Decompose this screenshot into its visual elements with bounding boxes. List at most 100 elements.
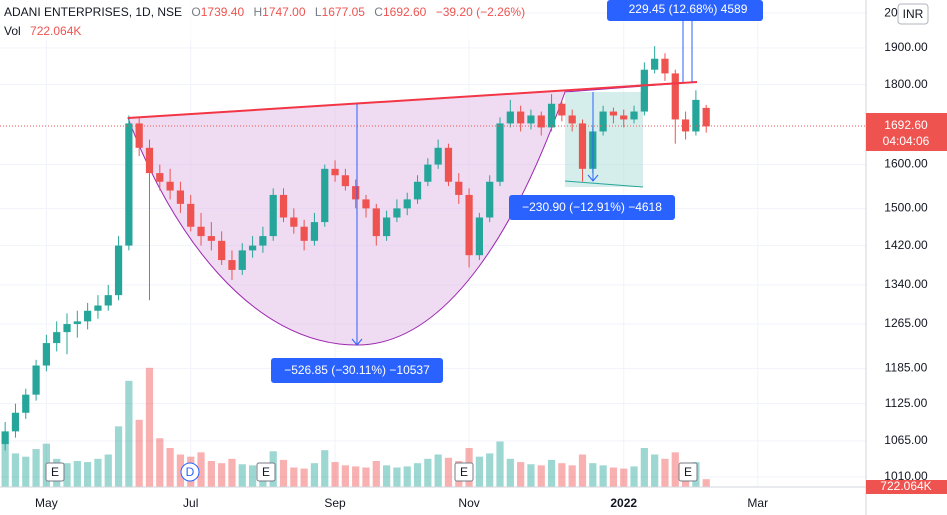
candle-body <box>11 412 20 432</box>
currency[interactable]: INR <box>903 7 924 21</box>
candle-body <box>413 181 422 200</box>
header: ADANI ENTERPRISES, 1D, NSE O1739.40 H174… <box>4 5 525 19</box>
annotation: −526.85 (−30.11%) −10537 <box>284 363 430 377</box>
candle-body <box>187 203 195 227</box>
volume-bar <box>599 465 607 487</box>
volume-bar <box>238 464 246 487</box>
candle-body <box>651 58 659 70</box>
candle-body <box>1 431 9 445</box>
annotation: −230.90 (−12.91%) −4618 <box>522 200 662 214</box>
countdown: 04:04:06 <box>883 134 930 148</box>
candle-body <box>279 194 288 218</box>
volume-bar <box>228 458 236 487</box>
measure-line <box>564 180 644 188</box>
volume-bar <box>300 468 308 487</box>
candles <box>1 46 710 451</box>
y-tick-label: 1900.00 <box>884 40 928 54</box>
candle-body <box>73 321 81 325</box>
candle-body <box>444 147 453 182</box>
candle-body <box>145 147 154 174</box>
candle-body <box>290 217 298 227</box>
candle-body <box>434 147 442 165</box>
vol-key: Vol <box>4 24 21 38</box>
volume-bar <box>279 459 288 487</box>
candle-body <box>609 111 618 116</box>
candle-body <box>671 73 679 120</box>
volume-bar <box>403 466 411 487</box>
volume-bar <box>145 367 154 487</box>
volume-bar <box>73 461 81 487</box>
y-tick-label: 1065.00 <box>884 433 928 447</box>
volume-bar <box>207 461 215 487</box>
header-bg <box>0 0 470 40</box>
candle-body <box>63 324 71 333</box>
x-tick-label: Jul <box>183 496 198 510</box>
volume-bar <box>568 465 576 487</box>
last-price: 1692.60 <box>884 118 928 132</box>
measure-box <box>565 92 643 187</box>
candle-body <box>259 236 267 246</box>
event-label: E <box>262 465 270 479</box>
volume-bar <box>135 419 143 487</box>
candle-body <box>547 103 556 128</box>
volume-bar <box>1 441 9 487</box>
volume-bar <box>475 456 484 487</box>
event-label: E <box>684 465 692 479</box>
volume-bar <box>506 458 514 487</box>
candle-body <box>424 164 432 182</box>
volume-bar <box>218 463 226 487</box>
candle-body <box>702 107 710 127</box>
candle-body <box>156 173 164 182</box>
volume-bar <box>620 468 628 487</box>
volume-bar <box>84 462 92 487</box>
change: −39.20 (−2.26%) <box>436 5 525 19</box>
volume-pane <box>1 367 710 487</box>
x-tick-label: May <box>35 496 58 510</box>
candle-body <box>176 190 185 204</box>
candle-body <box>599 111 607 132</box>
volume-bar <box>362 467 370 487</box>
last-volume-badge <box>866 480 947 494</box>
candle-body <box>630 111 638 120</box>
volume-bar <box>434 454 442 487</box>
event-markers: E D E E E <box>45 462 698 482</box>
volume-bar <box>331 462 339 487</box>
volume-bar <box>609 467 618 487</box>
ohlc-value: 1747.00 <box>262 5 306 19</box>
candle-body <box>310 222 319 241</box>
ohlc-key: O <box>191 5 200 19</box>
currency-box[interactable] <box>897 3 929 25</box>
event-marker <box>180 462 200 482</box>
volume-bar <box>444 457 453 487</box>
volume-bar <box>352 466 360 487</box>
candle-body <box>661 58 669 74</box>
volume-bar <box>517 462 525 487</box>
volume-bar <box>589 463 597 487</box>
candle-body <box>53 332 61 344</box>
candle-body <box>640 69 648 112</box>
volume-bar <box>32 449 40 487</box>
candle-body <box>269 194 277 237</box>
event-marker <box>256 462 276 482</box>
candle-body <box>486 181 494 218</box>
candle-body <box>620 115 628 120</box>
candle-body <box>558 103 566 116</box>
ohlc-key: L <box>315 5 322 19</box>
resistance-line <box>127 81 698 119</box>
volume-bar <box>94 458 102 487</box>
volume-bar <box>22 456 30 487</box>
y-tick-label: 1265.00 <box>884 316 928 330</box>
volume-bar <box>382 465 391 487</box>
candle-body <box>681 119 690 132</box>
x-tick-label: Mar <box>747 496 768 510</box>
candle-body <box>125 123 133 246</box>
annotation-box <box>509 195 675 220</box>
volume-bar <box>341 465 349 487</box>
candle-body <box>166 181 174 191</box>
volume-bar <box>702 479 710 487</box>
event-label: D <box>186 465 195 479</box>
volume-bar <box>496 441 504 487</box>
y-tick-label: 1010.00 <box>884 469 928 483</box>
candle-body <box>382 217 391 237</box>
